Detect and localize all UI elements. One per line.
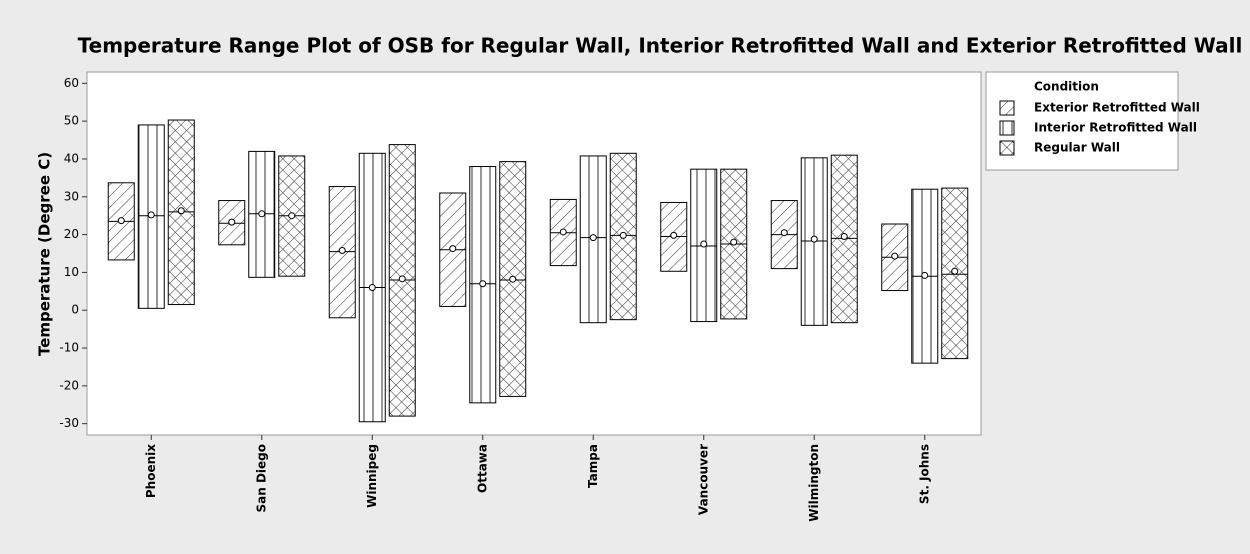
mean-marker [840, 232, 848, 240]
y-tick-label: 50 [64, 114, 79, 128]
mean-marker [891, 252, 899, 260]
x-tick-label: San Diego [254, 444, 268, 513]
mean-marker [589, 234, 597, 242]
y-tick-label: 40 [64, 151, 79, 165]
x-tick-label: St. Johns [917, 444, 931, 504]
legend-swatch [999, 140, 1015, 156]
mean-marker [368, 284, 376, 292]
y-tick-label: 60 [64, 76, 79, 90]
mean-marker [559, 228, 567, 236]
x-tick-label: Phoenix [144, 444, 158, 498]
y-tick-label: 20 [64, 227, 79, 241]
mean-marker [147, 211, 155, 219]
y-tick-label: -30 [59, 416, 79, 430]
mean-marker [730, 238, 738, 246]
mean-marker [700, 240, 708, 248]
y-axis-label: Temperature (Degree C) [36, 152, 54, 356]
x-tick-label: Ottawa [475, 444, 489, 493]
mean-marker [951, 267, 959, 275]
legend-swatch [999, 100, 1015, 116]
legend-label: Exterior Retrofitted Wall [1034, 101, 1200, 115]
legend-label: Regular Wall [1034, 141, 1120, 155]
mean-marker [449, 245, 457, 253]
mean-marker [177, 207, 185, 215]
x-tick-label: Tampa [586, 444, 600, 488]
legend-box [985, 71, 1179, 171]
mean-marker [780, 229, 788, 237]
x-tick-label: Vancouver [696, 444, 710, 515]
x-tick-label: Wilmington [807, 444, 821, 522]
mean-marker [398, 275, 406, 283]
chart-title: Temperature Range Plot of OSB for Regula… [78, 34, 1243, 58]
y-tick-label: -20 [59, 378, 79, 392]
mean-marker [338, 246, 346, 254]
mean-marker [258, 210, 266, 218]
y-tick-label: 0 [71, 303, 79, 317]
y-tick-label: 10 [64, 265, 79, 279]
mean-marker [228, 218, 236, 226]
legend-swatch [999, 120, 1015, 136]
mean-marker [288, 212, 296, 220]
y-tick-label: -10 [59, 341, 79, 355]
mean-marker [921, 271, 929, 279]
mean-marker [117, 217, 125, 225]
mean-marker [810, 235, 818, 243]
mean-marker [619, 231, 627, 239]
legend-label: Interior Retrofitted Wall [1034, 121, 1197, 135]
mean-marker [670, 231, 678, 239]
x-tick-label: Winnipeg [365, 444, 379, 508]
legend-title: Condition [1034, 80, 1099, 94]
y-tick-label: 30 [64, 189, 79, 203]
mean-marker [509, 275, 517, 283]
mean-marker [479, 280, 487, 288]
